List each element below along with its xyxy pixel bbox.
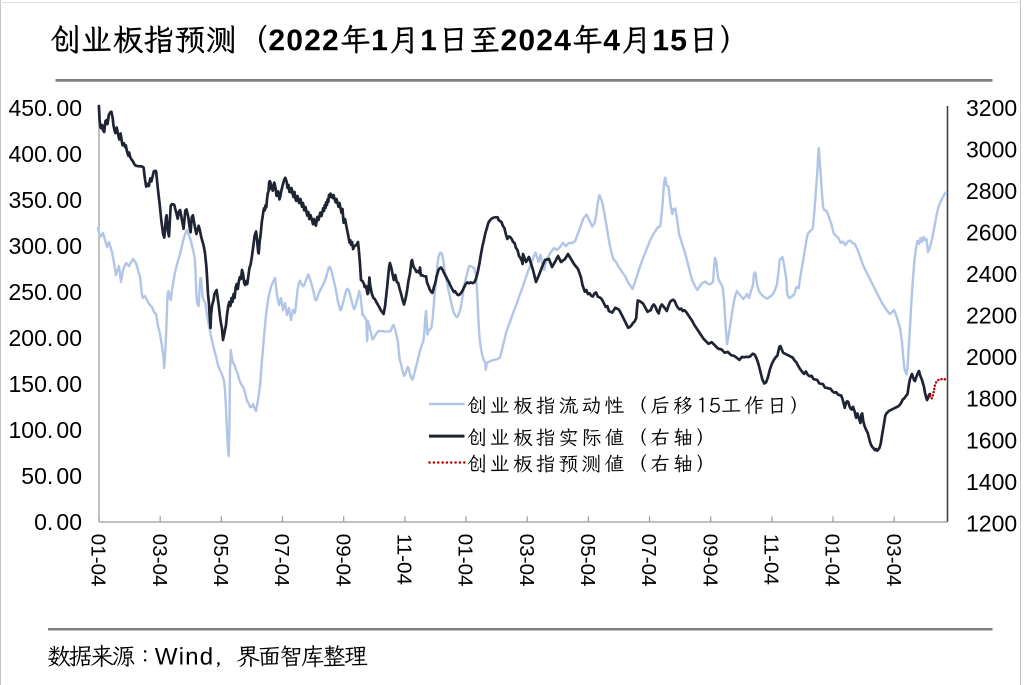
svg-text:1800: 1800 (966, 386, 1017, 412)
svg-text:250: 250 (9, 279, 47, 305)
svg-text:11-04: 11-04 (393, 534, 416, 585)
svg-text:00: 00 (56, 187, 82, 213)
svg-text:03-04: 03-04 (882, 534, 905, 587)
svg-text:03-04: 03-04 (148, 534, 171, 587)
svg-text:.: . (47, 95, 53, 121)
svg-text:09-04: 09-04 (331, 534, 354, 587)
svg-text:100: 100 (9, 417, 47, 443)
svg-text:50: 50 (21, 463, 47, 489)
svg-text:150: 150 (9, 371, 47, 397)
svg-text:11-04: 11-04 (760, 534, 783, 585)
svg-text:.: . (47, 509, 53, 535)
svg-text:01-04: 01-04 (454, 534, 477, 587)
svg-text:2400: 2400 (966, 261, 1017, 287)
svg-text:00: 00 (56, 417, 82, 443)
svg-text:.: . (47, 325, 53, 351)
svg-text:3200: 3200 (966, 95, 1017, 121)
svg-text:200: 200 (9, 325, 47, 351)
svg-text:350: 350 (9, 187, 47, 213)
svg-text:03-04: 03-04 (515, 534, 538, 587)
svg-text:2200: 2200 (966, 303, 1017, 329)
svg-text:00: 00 (56, 233, 82, 259)
svg-text:05-04: 05-04 (209, 534, 232, 587)
svg-text:.: . (47, 463, 53, 489)
svg-text:07-04: 07-04 (270, 534, 293, 587)
svg-text:1200: 1200 (966, 510, 1017, 536)
svg-text:.: . (47, 233, 53, 259)
svg-text:00: 00 (56, 509, 82, 535)
svg-text:.: . (47, 371, 53, 397)
svg-text:00: 00 (56, 279, 82, 305)
svg-text:09-04: 09-04 (698, 534, 721, 587)
svg-text:.: . (47, 417, 53, 443)
svg-text:2600: 2600 (966, 220, 1017, 246)
svg-text:0: 0 (34, 509, 47, 535)
svg-text:00: 00 (56, 371, 82, 397)
svg-text:.: . (47, 187, 53, 213)
svg-text:00: 00 (56, 95, 82, 121)
svg-text:.: . (47, 279, 53, 305)
svg-text:2800: 2800 (966, 178, 1017, 204)
svg-text:2000: 2000 (966, 344, 1017, 370)
svg-text:01-04: 01-04 (87, 534, 110, 587)
svg-text:1600: 1600 (966, 427, 1017, 453)
svg-text:400: 400 (9, 141, 47, 167)
svg-text:00: 00 (56, 325, 82, 351)
svg-text:01-04: 01-04 (821, 534, 844, 587)
svg-text:.: . (47, 141, 53, 167)
svg-text:450: 450 (9, 95, 47, 121)
svg-text:00: 00 (56, 463, 82, 489)
svg-text:3000: 3000 (966, 137, 1017, 163)
svg-text:00: 00 (56, 141, 82, 167)
svg-text:300: 300 (9, 233, 47, 259)
svg-text:1400: 1400 (966, 469, 1017, 495)
svg-text:07-04: 07-04 (637, 534, 660, 587)
svg-text:05-04: 05-04 (576, 534, 599, 587)
